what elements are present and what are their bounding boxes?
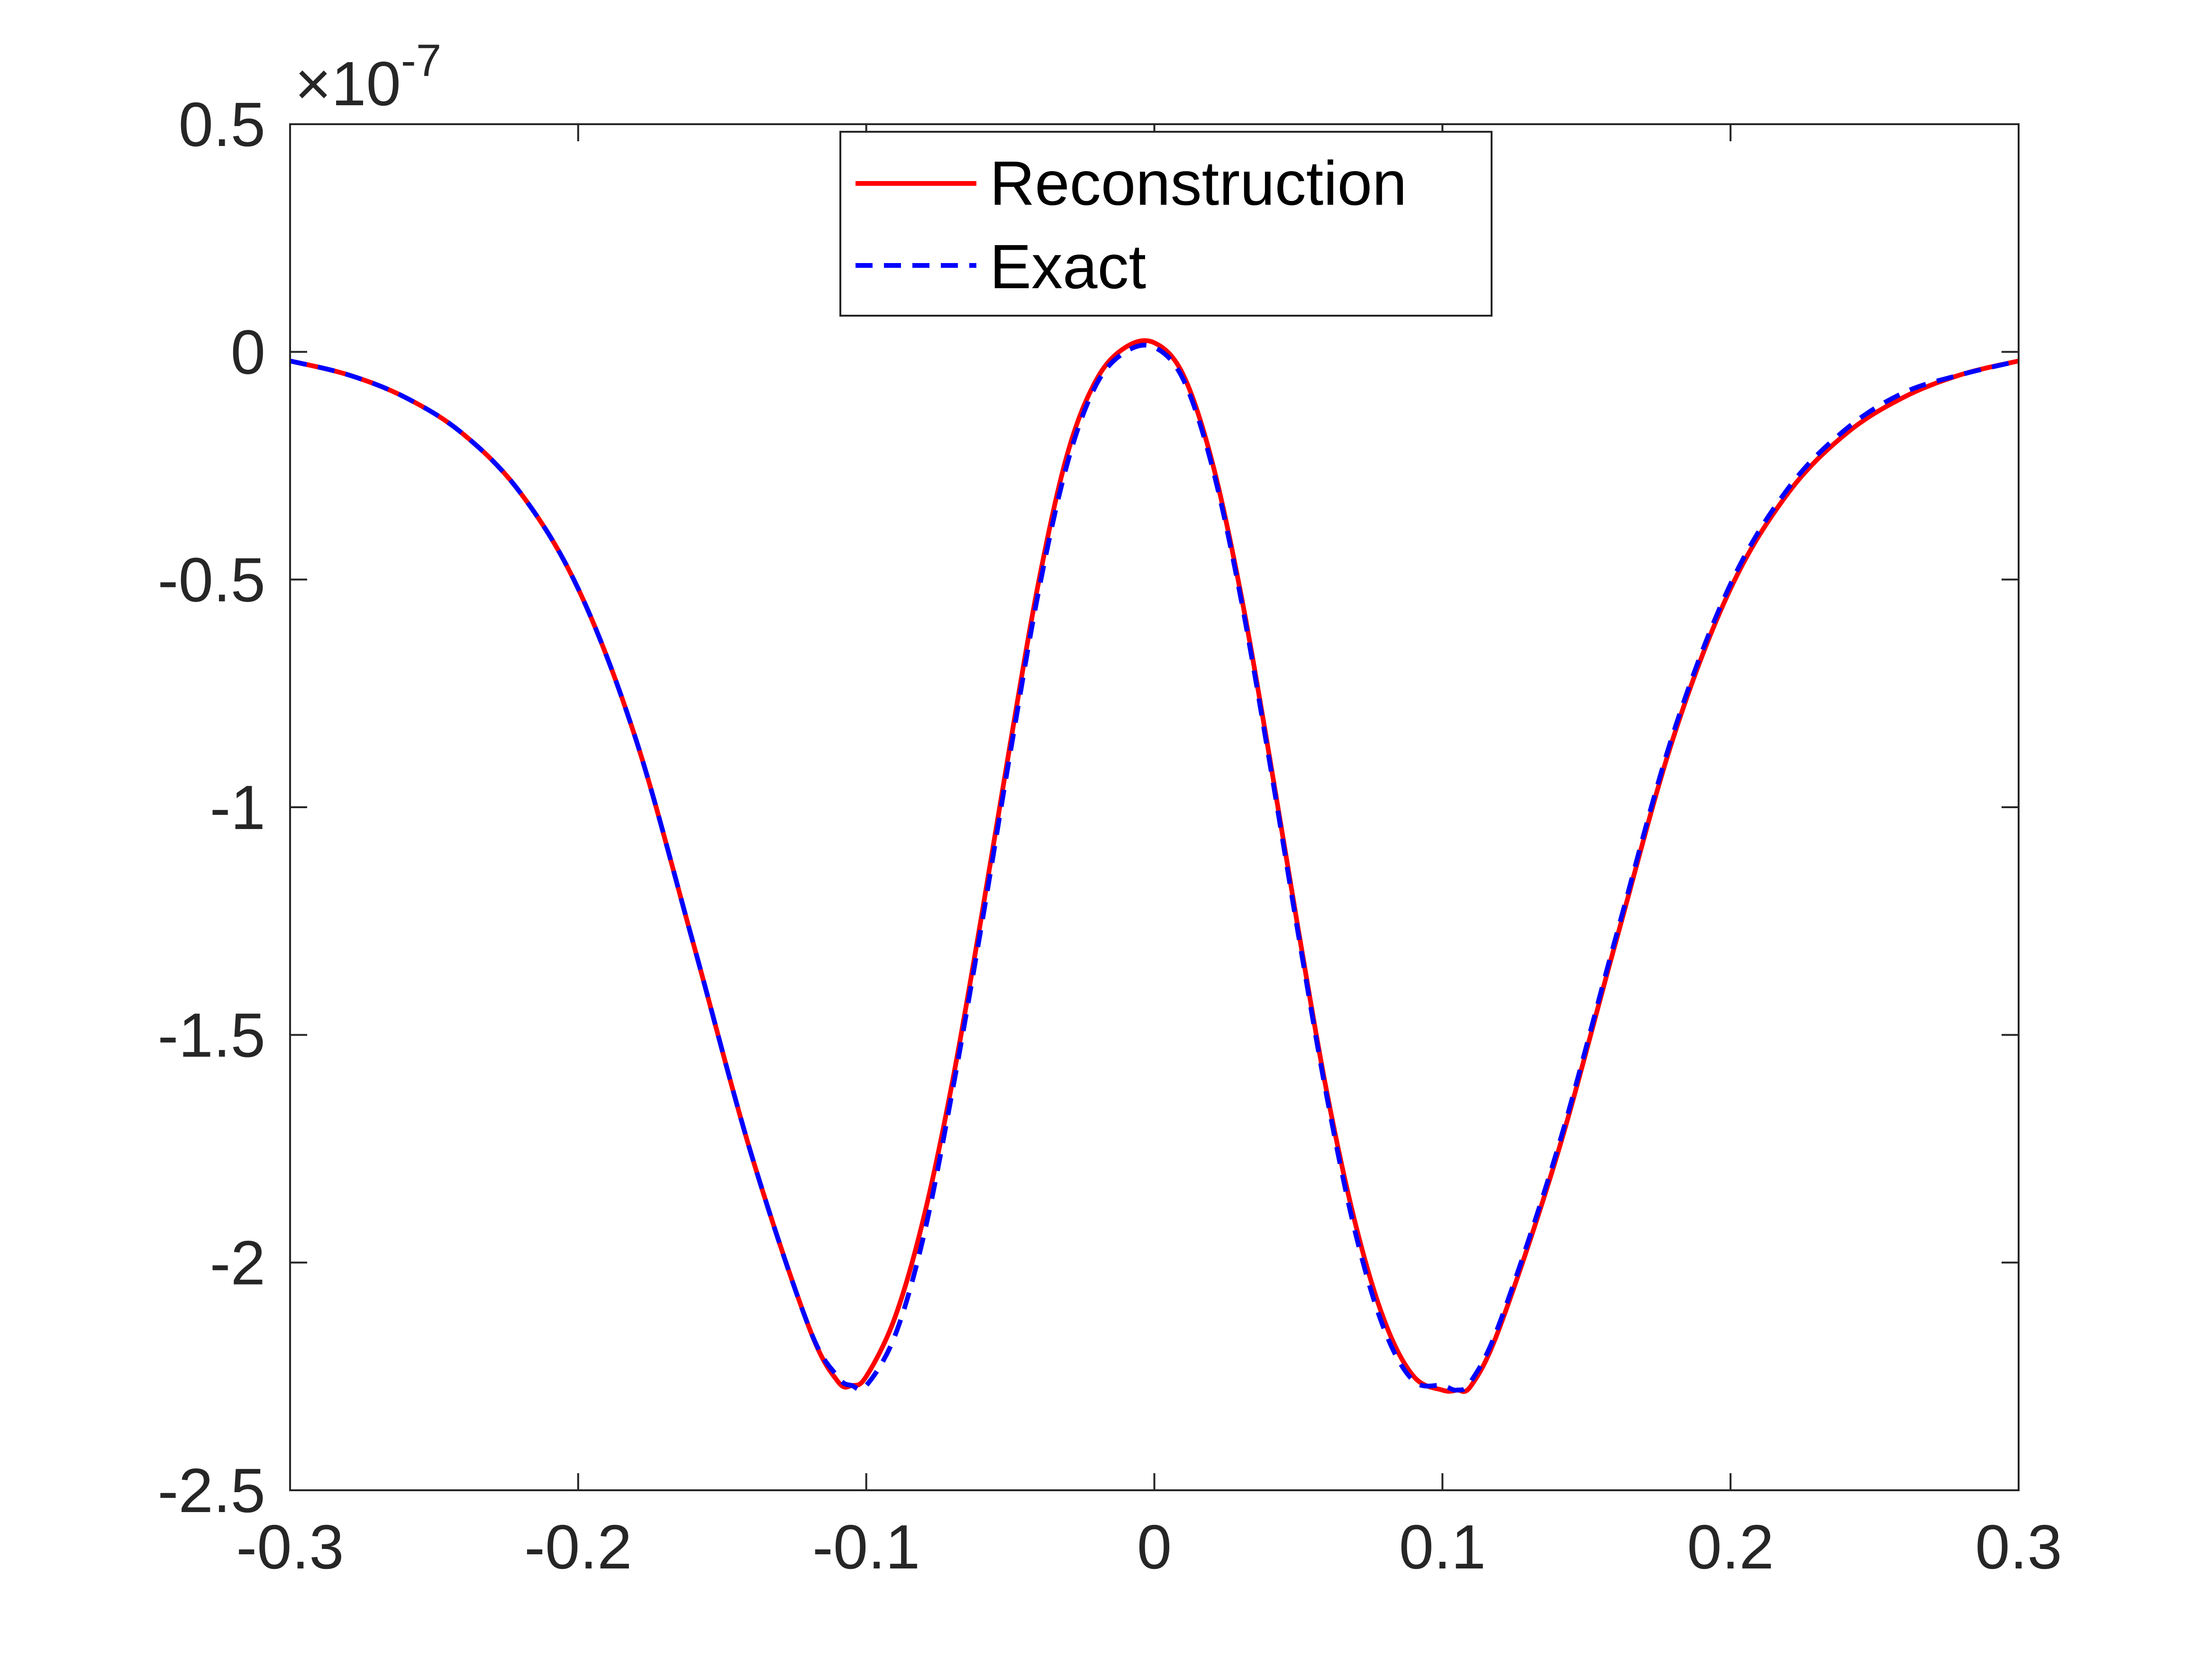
legend: Reconstruction Exact (839, 131, 1493, 317)
x-tick-label: -0.3 (236, 1512, 344, 1582)
series-line-exact (289, 343, 2020, 1393)
x-tick-label: -0.1 (812, 1512, 920, 1582)
x-tick-label: 0.2 (1687, 1512, 1774, 1582)
y-tick-label: 0.5 (179, 90, 266, 159)
tick-layer: -0.3 -0.2 -0.1 0 0.1 0.2 0.3 0.5 0 -0.5 -1 -1.5 -2 -2… (158, 90, 2062, 1582)
y-tick-label: -2.5 (158, 1456, 265, 1525)
y-tick-label: 0 (231, 317, 265, 387)
legend-label-exact: Exact (990, 232, 1146, 301)
legend-box (839, 131, 1493, 317)
x-tick-label: 0.3 (1975, 1512, 2062, 1582)
y-exponent-label: ×10-7 (295, 35, 441, 118)
plot-area (290, 124, 2019, 1490)
x-tick-label: 0.1 (1399, 1512, 1486, 1582)
x-tick-label: 0 (1137, 1512, 1172, 1582)
x-tick-label: -0.2 (524, 1512, 632, 1582)
y-tick-label: -0.5 (158, 545, 265, 615)
y-tick-label: -1.5 (158, 1000, 265, 1070)
y-tick-label: -1 (210, 773, 265, 842)
plot-frame (289, 123, 2020, 1491)
series-layer (289, 338, 2020, 1394)
y-tick-label: -2 (210, 1228, 265, 1298)
legend-label-reconstruction: Reconstruction (990, 148, 1407, 218)
